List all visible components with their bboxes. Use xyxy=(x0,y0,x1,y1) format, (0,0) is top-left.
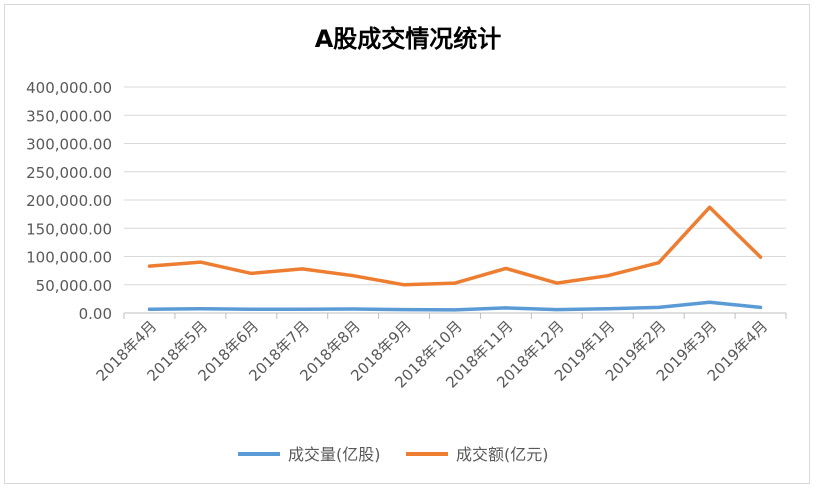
data-point xyxy=(606,307,610,311)
data-point xyxy=(504,266,508,270)
data-point xyxy=(148,264,151,268)
data-point xyxy=(759,305,762,309)
series-line-2 xyxy=(147,205,763,287)
data-point xyxy=(351,274,355,278)
data-point xyxy=(504,306,508,310)
y-tick-label: 350,000.00 xyxy=(26,107,112,125)
data-point xyxy=(249,307,253,311)
y-tick-label: 250,000.00 xyxy=(26,164,112,182)
series-lines xyxy=(147,205,763,312)
data-point xyxy=(300,267,304,271)
data-point xyxy=(606,274,610,278)
data-point xyxy=(453,281,457,285)
y-tick-label: 300,000.00 xyxy=(26,136,112,154)
legend-label: 成交额(亿元) xyxy=(456,445,549,464)
y-tick-label: 50,000.00 xyxy=(36,277,112,295)
data-point xyxy=(351,307,355,311)
y-tick-label: 200,000.00 xyxy=(26,192,112,210)
data-point xyxy=(759,255,762,259)
gridlines xyxy=(124,86,786,286)
chart-title: A股成交情况统计 xyxy=(315,25,502,53)
data-point xyxy=(249,271,253,275)
data-point xyxy=(402,283,406,287)
legend-label: 成交量(亿股) xyxy=(288,445,381,464)
data-point xyxy=(657,261,661,265)
y-tick-label: 400,000.00 xyxy=(26,79,112,97)
data-point xyxy=(402,308,406,312)
y-tick-label: 0.00 xyxy=(79,305,112,323)
data-point xyxy=(300,307,304,311)
data-point xyxy=(555,308,559,312)
data-point xyxy=(198,260,202,264)
y-tick-label: 150,000.00 xyxy=(26,220,112,238)
data-point xyxy=(708,205,712,209)
data-point xyxy=(657,305,661,309)
data-point xyxy=(198,307,202,311)
data-point xyxy=(453,308,457,312)
legend: 成交量(亿股) 成交额(亿元) xyxy=(238,445,549,464)
y-tick-label: 100,000.00 xyxy=(26,249,112,267)
data-point xyxy=(555,281,559,285)
axes: 0.00 50,000.00 100,000.00 150,000.00 200,000… xyxy=(26,79,787,392)
data-point xyxy=(708,300,712,304)
data-point xyxy=(148,307,151,311)
